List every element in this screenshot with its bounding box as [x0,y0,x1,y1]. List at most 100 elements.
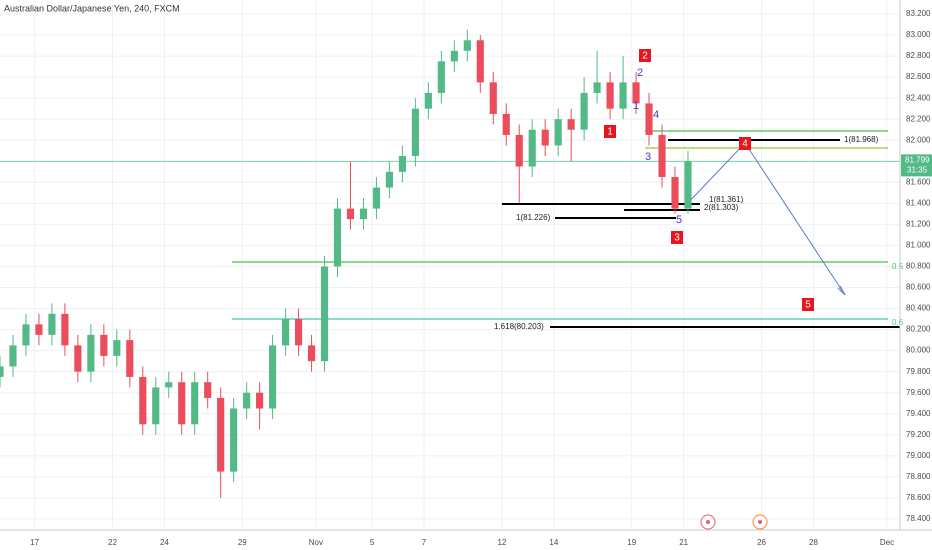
y-tick-label: 82.800 [906,51,931,60]
candle-body [204,382,212,398]
candle-body [606,82,614,109]
event-icon-dot [706,520,710,524]
axes: 78.400 78.600 78.800 79.000 79.200 79.400 79.6… [30,9,932,547]
event-icon[interactable] [700,514,716,530]
candle-body [152,387,160,425]
candle-body [489,82,497,114]
candle-body [100,334,108,356]
candle-body [580,92,588,130]
candle-body [424,92,432,109]
candle-body [385,171,393,188]
wave-box: 4 [739,137,751,150]
y-tick-label: 79.200 [906,430,931,439]
wave-label: 1 [607,127,613,138]
y-tick-label: 83.000 [906,30,931,39]
level-label: 1(81.361) [709,195,744,204]
fib-label: 0.6 [892,318,904,327]
candle-body [282,319,290,346]
y-tick-label: 79.400 [906,409,931,418]
candle-body [671,177,679,209]
candle-body [217,397,225,472]
y-tick-label: 78.400 [906,514,931,523]
y-tick-label: 80.400 [906,304,931,313]
candle-body [411,108,419,157]
candle-body [230,408,238,472]
candle-body [61,313,69,346]
grid [0,0,900,530]
arrow-head [837,285,846,296]
wave-box: 5 [802,298,814,311]
candle-body [632,82,640,104]
x-tick-label: 22 [108,538,117,547]
annotations: 1(81.968) 1(81.361) 2(81.303) 1(81.226) … [494,49,904,530]
wave-label: 3 [674,233,680,244]
wave-label: 2 [642,51,648,62]
x-tick-label: 21 [679,538,688,547]
candle-body [528,129,536,167]
y-tick-label: 82.200 [906,114,931,123]
y-tick-label: 81.600 [906,177,931,186]
candle-body [139,376,147,425]
y-tick-label: 78.800 [906,472,931,481]
wave-label: 5 [805,300,811,311]
level-label: 1(81.226) [516,213,551,222]
candle-body [113,340,121,356]
candle-body [593,82,601,93]
candle-body [48,313,56,335]
candle-body [320,266,329,362]
candle-body [476,40,484,83]
candle-body [126,340,134,377]
candle-body [22,324,30,346]
candle-body [437,61,445,93]
x-tick-label: 17 [30,538,39,547]
x-tick-label: 24 [160,538,169,547]
y-tick-label: 79.800 [906,367,931,376]
level-label: 2(81.303) [704,203,739,212]
last-price-box [901,154,932,177]
candle-body [74,345,82,372]
candle-body [0,366,4,377]
candle-body [684,161,692,209]
candle-body [359,208,368,220]
y-tick-label: 81.000 [906,241,931,250]
countdown-label: 31:35 [907,165,928,174]
candle-body [256,392,264,409]
x-tick-label: 19 [627,538,636,547]
wave-sublabel: 1 [633,100,639,112]
y-tick-label: 80.800 [906,262,931,271]
candle-body [515,134,523,167]
candle-body [502,113,510,135]
wave-sublabel: 3 [645,151,651,163]
x-tick-label: 26 [757,538,766,547]
wave-box: 1 [604,125,616,138]
projection-arrow [685,142,846,296]
event-icon-dot [758,520,762,524]
candle-body [35,324,43,335]
x-tick-label: 7 [422,538,427,547]
y-tick-label: 80.600 [906,283,931,292]
y-tick-label: 78.600 [906,493,931,502]
wave-sublabel: 2 [637,67,643,79]
candle-body [619,82,627,109]
x-tick-label: 14 [549,538,558,547]
candle-body [554,119,562,146]
x-tick-label: Nov [309,538,323,547]
event-icon[interactable] [752,514,768,530]
wave-label: 4 [742,139,748,150]
x-tick-label: 29 [238,538,247,547]
y-tick-label: 82.400 [906,93,931,102]
fib-label: 0.5 [892,262,904,271]
y-tick-label: 81.400 [906,198,931,207]
candle-body [645,103,653,135]
candle-body [398,156,406,172]
x-tick-label: Dec [880,538,894,547]
candle-body [450,50,458,62]
candle-body [294,319,303,346]
y-tick-label: 79.000 [906,451,931,460]
chart-title: Australian Dollar/Japanese Yen, 240, FXC… [4,3,180,13]
candle-body [178,382,186,425]
y-tick-label: 80.000 [906,346,931,355]
y-tick-label: 83.200 [906,9,931,18]
wave-sublabel: 5 [676,214,682,226]
